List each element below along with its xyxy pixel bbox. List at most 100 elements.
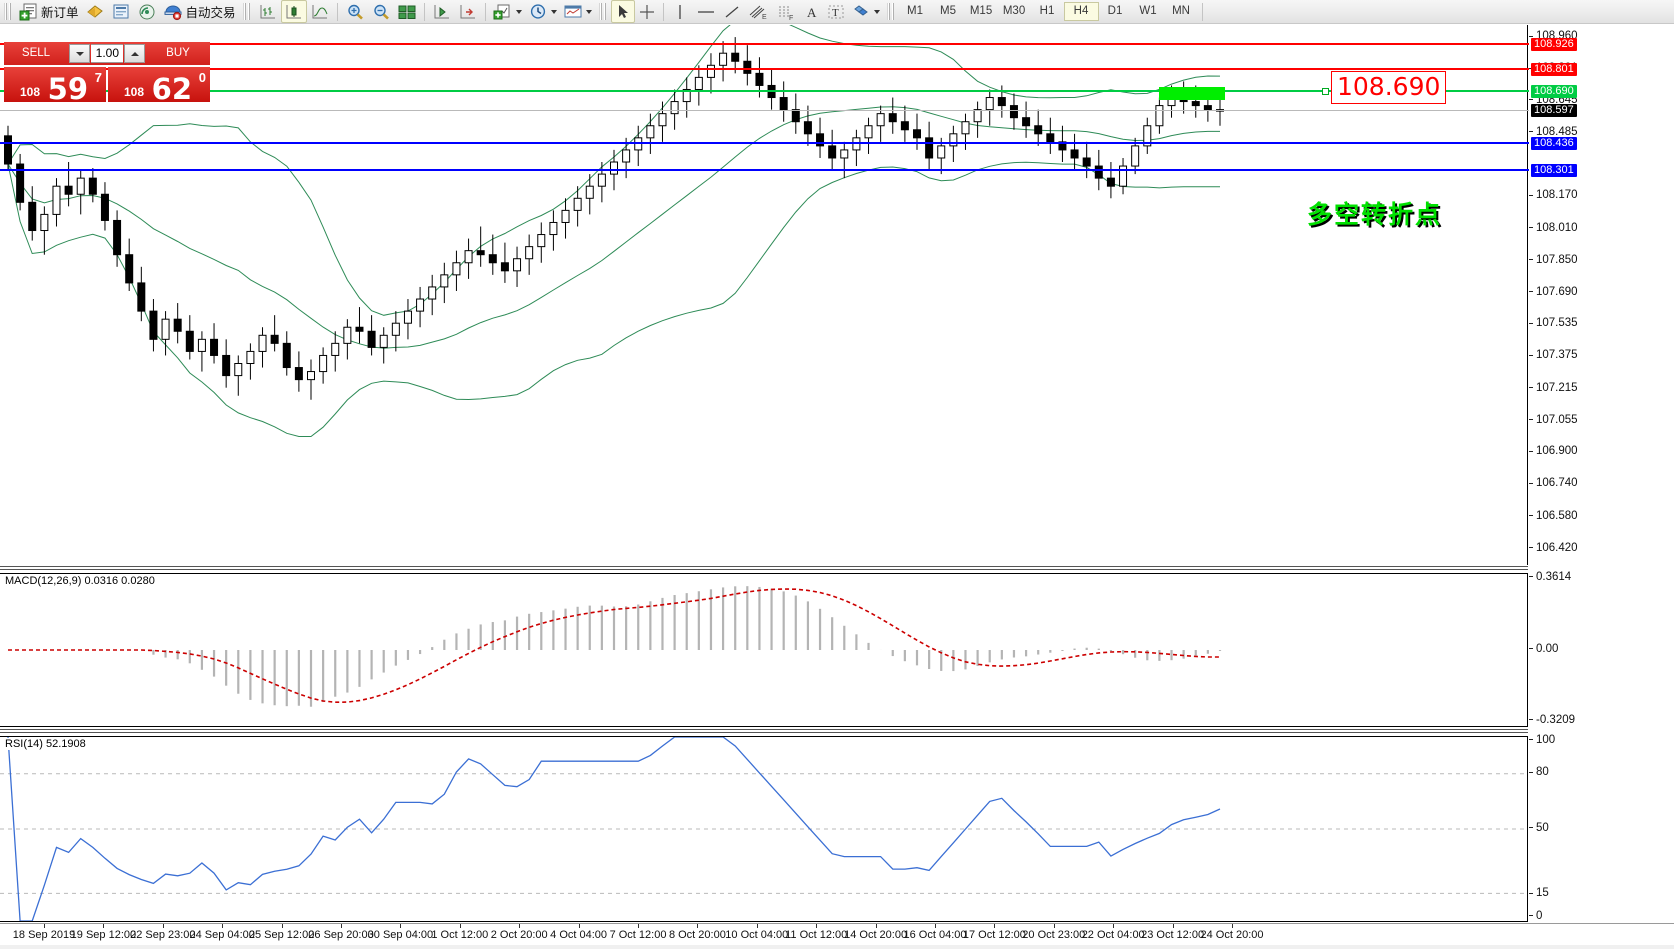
buy-button[interactable]: BUY xyxy=(146,42,210,65)
sell-price-display[interactable]: 108 59 7 xyxy=(4,67,106,104)
time-tick-label: 24 Oct 20:00 xyxy=(1200,929,1264,941)
toolbar-grip-2[interactable] xyxy=(242,3,251,20)
timeframe-m30[interactable]: M30 xyxy=(1002,5,1026,17)
pane-divider-1[interactable] xyxy=(0,566,1528,570)
price-level-line-108.69[interactable] xyxy=(0,90,1529,93)
timeframe-d1[interactable]: D1 xyxy=(1107,5,1123,17)
candlestick-chart-button[interactable] xyxy=(280,0,307,23)
expert-advisor-button[interactable] xyxy=(82,1,108,22)
candle-body xyxy=(573,197,582,211)
rsi-pane[interactable] xyxy=(0,736,1528,922)
price-tick: 106.740 xyxy=(1529,477,1578,489)
candle-body xyxy=(876,113,885,127)
price-tag-resistance[interactable]: 108.801 xyxy=(1531,63,1577,77)
price-level-line-108.597[interactable] xyxy=(0,110,1529,112)
candle-body xyxy=(1191,101,1200,107)
autotrading-button[interactable]: 自动交易 xyxy=(160,1,239,22)
timeframe-m1[interactable]: M1 xyxy=(907,5,924,17)
auto-scroll-button[interactable] xyxy=(455,1,481,22)
bar-chart-button[interactable] xyxy=(255,1,281,22)
candle-body xyxy=(864,125,873,139)
candle-body xyxy=(670,101,679,115)
signals-button[interactable] xyxy=(134,1,160,22)
timeframe-m15[interactable]: M15 xyxy=(969,5,993,17)
periods-dropdown-caret[interactable] xyxy=(550,9,557,14)
time-tick-mark xyxy=(994,924,996,928)
svg-text:T: T xyxy=(832,7,839,19)
candle-body xyxy=(791,109,800,123)
price-level-line-108.926[interactable] xyxy=(0,42,1529,45)
toolbar-grip-3[interactable] xyxy=(598,3,607,20)
timeframe-h1[interactable]: H1 xyxy=(1039,5,1055,17)
toolbar-separator-2 xyxy=(423,2,425,21)
indicators-button[interactable] xyxy=(490,1,525,22)
rsi-tick-0: 0 xyxy=(1529,910,1542,922)
terminal-button[interactable] xyxy=(108,1,134,22)
toolbar-grip[interactable] xyxy=(4,3,12,20)
price-level-line-108.801[interactable] xyxy=(0,68,1529,71)
time-tick-label: 24 Sep 04:00 xyxy=(189,929,255,941)
price-axis[interactable]: 108.960108.801108.645108.485108.170108.0… xyxy=(1529,25,1674,922)
price-level-line-108.436[interactable] xyxy=(0,141,1529,144)
target-zone-block[interactable] xyxy=(1159,87,1225,101)
candle-body xyxy=(40,213,49,232)
volume-increment-button[interactable] xyxy=(124,44,145,63)
candle-body xyxy=(779,97,788,111)
equidistant-channel-button[interactable]: E xyxy=(744,1,772,22)
price-tag-last-price[interactable]: 108.597 xyxy=(1531,104,1577,118)
shapes-dropdown-caret[interactable] xyxy=(873,9,880,14)
zoom-in-button[interactable] xyxy=(342,1,368,22)
volume-decrement-button[interactable] xyxy=(69,44,90,63)
candle-body xyxy=(658,113,667,127)
chart-shift-button[interactable] xyxy=(429,1,455,22)
shapes-button[interactable] xyxy=(848,1,883,22)
line-chart-button[interactable] xyxy=(307,1,333,22)
svg-text:E: E xyxy=(762,14,767,21)
toolbar-grip-4[interactable] xyxy=(886,3,895,20)
templates-dropdown-caret[interactable] xyxy=(585,9,592,14)
candle-body xyxy=(816,133,825,147)
time-axis[interactable]: 18 Sep 2019 19 Sep 12:00 22 Sep 23:00 24 Se… xyxy=(0,923,1674,950)
trend-line-button[interactable] xyxy=(720,1,744,22)
macd-pane[interactable] xyxy=(0,573,1528,727)
vertical-line-button[interactable] xyxy=(668,1,692,22)
price-tag-target[interactable]: 108.690 xyxy=(1531,85,1577,99)
templates-button[interactable] xyxy=(560,1,595,22)
candle-body xyxy=(185,330,194,352)
candle-body xyxy=(113,219,122,256)
zoom-out-button[interactable] xyxy=(368,1,394,22)
horizontal-line-button[interactable] xyxy=(692,1,720,22)
target-price-annotation[interactable]: 108.690 xyxy=(1331,71,1447,105)
sell-button[interactable]: SELL xyxy=(4,42,68,65)
volume-input[interactable]: 1.00 xyxy=(91,44,123,63)
price-tag-support[interactable]: 108.301 xyxy=(1531,163,1577,177)
buy-price-display[interactable]: 108 62 0 xyxy=(108,67,210,104)
time-tick-label: 17 Oct 12:00 xyxy=(962,929,1026,941)
timeframe-m5[interactable]: M5 xyxy=(940,5,957,17)
timeframe-w1[interactable]: W1 xyxy=(1139,5,1157,17)
candle-body xyxy=(100,193,109,221)
text-label-button[interactable]: T xyxy=(824,1,848,22)
price-chart-canvas xyxy=(4,25,1224,437)
candle-body xyxy=(4,135,12,165)
new-order-button[interactable]: 新订单 xyxy=(16,1,82,22)
annotation-handle[interactable] xyxy=(1322,88,1329,96)
indicators-dropdown-caret[interactable] xyxy=(515,9,522,14)
crosshair-tool-button[interactable] xyxy=(635,1,659,22)
fibonacci-button[interactable]: F xyxy=(772,1,800,22)
price-tag-resistance[interactable]: 108.926 xyxy=(1531,37,1577,51)
candle-body xyxy=(525,246,534,260)
price-chart-pane[interactable] xyxy=(0,25,1528,565)
periods-button[interactable] xyxy=(525,1,560,22)
turning-point-annotation[interactable]: 多空转折点 xyxy=(1307,200,1443,229)
time-tick-label: 4 Oct 04:00 xyxy=(550,929,608,941)
timeframe-h4[interactable]: H4 xyxy=(1063,2,1099,21)
price-level-line-108.301[interactable] xyxy=(0,168,1529,171)
time-tick-label: 22 Sep 23:00 xyxy=(130,929,196,941)
pane-divider-2[interactable] xyxy=(0,729,1528,733)
cursor-tool-button[interactable] xyxy=(610,0,635,23)
timeframe-mn[interactable]: MN xyxy=(1172,5,1190,17)
price-tag-support[interactable]: 108.436 xyxy=(1531,136,1577,150)
tile-windows-button[interactable] xyxy=(394,1,420,22)
text-button[interactable]: A xyxy=(800,1,824,22)
